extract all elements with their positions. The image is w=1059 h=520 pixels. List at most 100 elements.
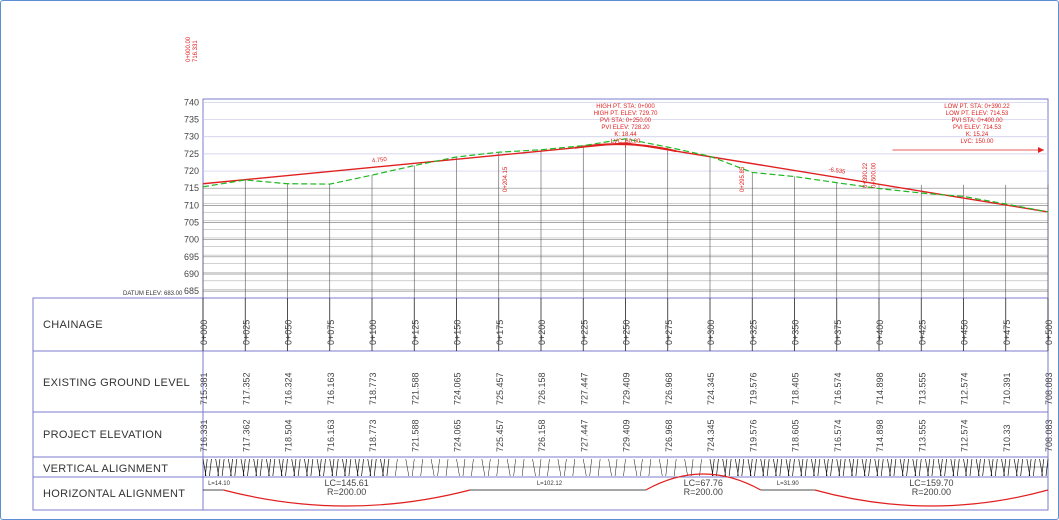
project-elevation-value: 716.574 [833,419,843,452]
chainage-label: 0+225 [579,320,589,345]
vertical-alignment-tick [906,458,909,477]
chainage-label: 0+350 [791,320,801,345]
project-elevation-value: 716.163 [326,419,336,452]
existing-ground-level-value: 710.391 [1002,372,1012,405]
grade-label: 4.750 [372,157,388,165]
curve-annotation-line: PVI STA: 0+250.00 [600,118,652,124]
vertical-alignment-tick [506,458,511,477]
vertical-alignment-tick [931,458,935,477]
project-elevation-value: 717.362 [241,419,251,452]
vertical-alignment-tick [597,458,601,477]
vertical-alignment-tick [728,458,732,477]
vertical-alignment-tick [247,458,250,477]
profile-annotations: 0+000.00 716.331 0+204.15 0+295.85 0+390.22 0… [123,36,1044,297]
project-elevation-value: 726.158 [537,419,547,452]
vertical-alignment-tick [538,458,542,477]
vertical-alignment-tick [564,458,567,477]
vertical-alignment-tick [369,458,373,477]
vertical-alignment-tick [204,458,208,477]
elevation-tick-label: 735 [184,115,199,125]
vertical-alignment-tick [775,458,778,477]
project-elevation-value: 727.447 [579,419,589,452]
vertical-alignment-tick [513,458,516,477]
elevation-tick-label: 740 [184,97,199,107]
band-station-ticks [202,298,1049,351]
vertical-alignment-tick [994,458,998,477]
vertical-alignment-tick [430,458,435,477]
vertical-alignment-tick [762,458,766,477]
existing-ground-level-value: 727.447 [579,372,589,405]
vertical-alignment-tick [787,458,791,477]
row-label-chainage: CHAINAGE [43,319,103,331]
chainage-label: 0+250 [622,320,632,345]
project-elevation-value: 718.605 [791,419,801,452]
tangent-label: L=14.10 [208,481,231,487]
chainage-label: 0+275 [664,320,674,345]
chainage-label: 0+400 [875,320,885,345]
curve-radius-label: R=200.00 [684,487,723,497]
chainage-label: 0+450 [960,320,970,345]
grade-label: -6.535 [828,167,846,176]
project-elevation-value: 712.574 [960,419,970,452]
project-elevation-value: 718.773 [368,419,378,452]
elevation-tick-label: 685 [184,286,199,296]
chainage-label: 0+025 [241,320,251,345]
elevation-tick-label: 700 [184,235,199,245]
curve-length-label: LC=145.61 [325,478,369,488]
vertical-alignment-tick [817,458,821,477]
vertical-alignment-tick [665,458,668,477]
project-elevation-value: 713.555 [917,419,927,452]
chainage-label: 0+175 [495,320,505,345]
vertical-alignment-tick [255,458,259,477]
vertical-alignment-tick [608,458,612,477]
existing-ground-level-value: 721.588 [410,372,420,405]
vertical-alignment-tick [684,458,688,477]
vertical-alignment-tick [335,458,339,477]
vertical-alignment-tick [331,458,335,477]
elevation-tick-label: 725 [184,149,199,159]
vertical-alignment-tick [386,458,390,477]
vertical-alignment-tick [633,458,638,477]
vertical-alignment-tick [944,458,947,477]
existing-ground-level-value: 716.574 [833,372,843,405]
vertical-annotation: 0+000.00 [186,36,192,62]
vertical-alignment-tick [838,458,842,477]
band-border [32,297,1049,511]
vertical-alignment-tick [221,458,225,477]
curve-length-label: LC=159.70 [909,478,953,488]
vertical-alignment-tick [242,458,246,477]
vertical-alignment-tick [344,458,347,477]
vertical-alignment-tick [293,458,297,477]
chainage-label: 0+475 [1002,320,1012,345]
curve-radius-label: R=200.00 [912,487,951,497]
curve-annotation-line: K: 18.44 [614,132,637,138]
vertical-alignment-tick [623,458,626,477]
vertical-alignment-tick [1020,458,1023,477]
vertical-alignment-tick [230,458,233,477]
project-elevation-value: 726.968 [664,419,674,452]
profile-view: 740 735 730 725 720 715 710 705 700 695 690 685 4.7… [123,36,1049,299]
curve-annotation-line: LVC: 150.00 [961,139,995,145]
existing-ground-level-value: 715.381 [199,372,209,405]
vertical-alignment-tick [456,458,460,477]
existing-ground-level-value: 718.773 [368,372,378,405]
vertical-alignment-tick [361,458,364,477]
chainage-label: 0+125 [410,320,420,345]
elevation-tick-label: 715 [184,183,199,193]
tangent-label: L=102.12 [537,481,563,487]
data-band: CHAINAGE EXISTING GROUND LEVEL PROJECT E… [32,297,1054,511]
vertical-alignment-tick [285,458,288,477]
vertical-alignment-tick [373,458,377,477]
project-elevation-value: 708.083 [1044,419,1054,452]
elevation-tick-label: 720 [184,166,199,176]
vertical-alignment-tick [766,458,770,477]
existing-ground-level-value: 708.083 [1044,372,1054,405]
vertical-alignment-tick [614,458,618,477]
curve-annotation-line: PVI STA: 0+400.00 [951,118,1003,124]
vertical-alignment-tick [889,458,893,477]
chainage-label: 0+075 [326,320,336,345]
project-elevation-values: 716.331 717.362 718.504 716.163 718.773 721.5… [199,419,1054,452]
vertical-alignment-tick [830,458,833,477]
chainage-label: 0+375 [833,320,843,345]
horizontal-alignment-track: L=14.10 L=102.12 L=31.90LC=145.61R=200.00L… [203,473,1049,507]
